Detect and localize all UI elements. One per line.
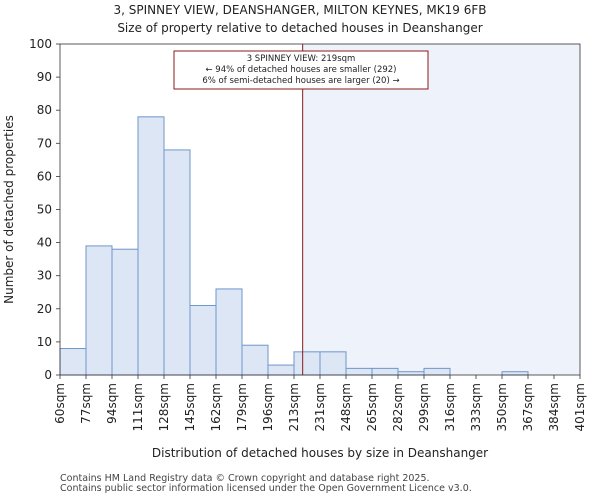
x-tick-label: 299sqm	[417, 383, 431, 431]
histogram-bar	[501, 371, 529, 376]
x-tick-label: 77sqm	[79, 383, 93, 424]
x-tick-label: 162sqm	[209, 383, 223, 431]
x-tick-label: 60sqm	[53, 383, 67, 424]
x-tick-label: 248sqm	[339, 383, 353, 431]
histogram-bar	[85, 245, 113, 376]
x-tick-label: 367sqm	[521, 383, 535, 431]
y-tick-label: 10	[37, 335, 52, 349]
y-tick-label: 50	[37, 203, 52, 217]
x-tick-label: 128sqm	[157, 383, 171, 431]
x-tick-label: 265sqm	[365, 383, 379, 431]
y-tick-label: 20	[37, 302, 52, 316]
x-tick-label: 196sqm	[261, 383, 275, 431]
histogram-bar	[293, 351, 321, 376]
histogram-bar	[59, 348, 87, 376]
x-tick-label: 213sqm	[287, 383, 301, 431]
x-tick-label: 145sqm	[183, 383, 197, 431]
property-annotation: 3 SPINNEY VIEW: 219sqm ← 94% of detached…	[173, 50, 429, 90]
y-tick-label: 80	[37, 103, 52, 117]
footer-attribution-1: Contains HM Land Registry data © Crown c…	[60, 473, 430, 484]
y-tick-label: 60	[37, 169, 52, 183]
x-tick-label: 316sqm	[443, 383, 457, 431]
histogram-bar	[189, 304, 217, 376]
x-tick-label: 179sqm	[235, 383, 249, 431]
histogram-bar	[137, 116, 165, 376]
x-tick-label: 231sqm	[313, 383, 327, 431]
chart-title-line-1: 3, SPINNEY VIEW, DEANSHANGER, MILTON KEY…	[114, 3, 487, 17]
y-tick-label: 30	[37, 269, 52, 283]
x-tick-label: 350sqm	[495, 383, 509, 431]
x-tick-label: 111sqm	[131, 383, 145, 431]
histogram-bar	[267, 364, 295, 376]
x-tick-label: 384sqm	[547, 383, 561, 431]
annotation-line-1: 3 SPINNEY VIEW: 219sqm	[247, 54, 356, 64]
histogram-bar	[371, 367, 399, 376]
x-tick-label: 401sqm	[573, 383, 587, 431]
y-tick-label: 0	[44, 368, 52, 382]
y-tick-label: 100	[29, 37, 52, 51]
histogram-bar	[241, 344, 269, 376]
footer-attribution-2: Contains public sector information licen…	[60, 483, 472, 494]
annotation-box	[173, 50, 429, 90]
histogram-bar	[397, 371, 425, 376]
y-axis-label: Number of detached properties	[2, 115, 16, 304]
histogram-bar	[319, 351, 347, 376]
histogram-bar	[423, 367, 451, 376]
x-tick-label: 94sqm	[105, 383, 119, 424]
histogram-bar	[163, 149, 191, 376]
annotation-line-3: 6% of semi-detached houses are larger (2…	[202, 76, 399, 86]
y-tick-label: 40	[37, 236, 52, 250]
histogram-bar	[111, 248, 139, 376]
x-tick-label: 333sqm	[469, 383, 483, 431]
y-tick-label: 90	[37, 70, 52, 84]
histogram-bar	[345, 367, 373, 376]
y-tick-label: 70	[37, 136, 52, 150]
chart-title-line-2: Size of property relative to detached ho…	[117, 21, 482, 35]
annotation-line-2: ← 94% of detached houses are smaller (29…	[205, 65, 396, 75]
chart-title: 3, SPINNEY VIEW, DEANSHANGER, MILTON KEY…	[114, 3, 487, 35]
x-tick-label: 282sqm	[391, 383, 405, 431]
larger-region-shading	[302, 44, 580, 375]
x-axis-label: Distribution of detached houses by size …	[152, 446, 488, 460]
histogram-bar	[215, 288, 243, 376]
